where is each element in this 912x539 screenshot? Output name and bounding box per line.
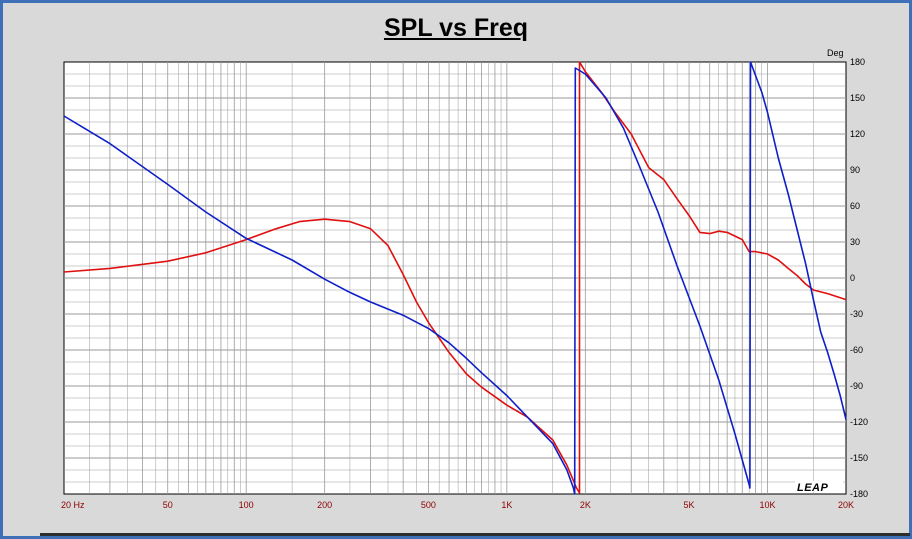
x-tick-label: 20 Hz	[61, 500, 85, 510]
grid-lines	[64, 62, 846, 494]
x-tick-label: 100	[239, 500, 254, 510]
y-tick-label: -150	[850, 453, 868, 463]
x-axis-tick-labels: 20 Hz 50 100 200 500 1K 2K 5K 10K 20K	[61, 500, 854, 510]
x-tick-label: 5K	[684, 500, 695, 510]
y-tick-label: -60	[850, 345, 863, 355]
y-axis-tick-labels: 180 150 120 90 60 30 0 -30 -60 -90 -120 -150 -180	[850, 57, 868, 499]
y-tick-label: 60	[850, 201, 860, 211]
x-tick-label: 20K	[838, 500, 854, 510]
x-tick-label: 500	[421, 500, 436, 510]
window-bottom-bar	[40, 533, 910, 536]
x-tick-label: 1K	[501, 500, 512, 510]
leap-logo-text: LEAP	[797, 482, 829, 494]
x-tick-label: 10K	[760, 500, 776, 510]
y-tick-label: 120	[850, 129, 865, 139]
x-tick-label: 2K	[580, 500, 591, 510]
y-tick-label: 150	[850, 93, 865, 103]
y-tick-label: -30	[850, 309, 863, 319]
y-tick-label: -90	[850, 381, 863, 391]
y-tick-label: 30	[850, 237, 860, 247]
x-tick-label: 50	[163, 500, 173, 510]
y-tick-label: 90	[850, 165, 860, 175]
red-phase-line	[63, 61, 847, 494]
y-tick-label: -120	[850, 417, 868, 427]
x-tick-label: 200	[317, 500, 332, 510]
y-tick-label: 0	[850, 273, 855, 283]
leap-logo: LEAP	[795, 481, 843, 494]
y-axis-unit-label: Deg	[827, 48, 844, 58]
y-tick-label: -180	[850, 489, 868, 499]
chart-title: SPL vs Freq	[383, 14, 529, 42]
y-tick-label: 180	[850, 57, 865, 67]
series-lines	[63, 61, 847, 495]
blue-phase-line	[63, 61, 847, 495]
